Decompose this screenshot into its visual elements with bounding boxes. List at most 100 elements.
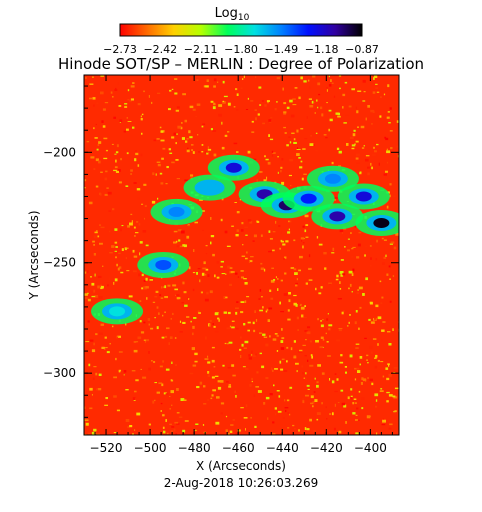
heatmap-speckle xyxy=(99,296,103,299)
heatmap-speckle xyxy=(98,160,101,164)
heatmap-speckle xyxy=(354,367,357,370)
heatmap-speckle xyxy=(184,179,189,182)
heatmap-speckle xyxy=(349,354,353,358)
heatmap-speckle xyxy=(261,100,264,102)
heatmap-speckle xyxy=(277,278,279,280)
heatmap-speckle xyxy=(201,125,204,128)
heatmap-speckle xyxy=(280,239,283,242)
heatmap-speckle xyxy=(220,412,223,415)
heatmap-speckle xyxy=(326,418,328,420)
heatmap-speckle xyxy=(140,118,143,121)
heatmap-speckle xyxy=(170,390,174,394)
heatmap-speckle xyxy=(157,163,161,167)
heatmap-speckle xyxy=(118,252,121,254)
heatmap-speckle xyxy=(202,267,207,270)
heatmap-speckle xyxy=(227,433,230,435)
heatmap-speckle xyxy=(156,326,159,330)
heatmap-speckle xyxy=(195,116,197,118)
heatmap-speckle xyxy=(315,340,319,343)
heatmap-speckle xyxy=(201,151,204,153)
colorbar-label-sub: 10 xyxy=(238,13,250,23)
heatmap-speckle xyxy=(289,99,293,103)
heatmap-speckle xyxy=(114,241,118,244)
heatmap-speckle xyxy=(129,222,133,226)
heatmap-speckle xyxy=(182,429,186,433)
heatmap-speckle xyxy=(371,351,373,354)
heatmap-speckle xyxy=(125,185,129,187)
heatmap-speckle xyxy=(154,317,156,319)
heatmap-speckle xyxy=(186,316,190,318)
heatmap-speckle xyxy=(126,128,129,131)
heatmap-speckle xyxy=(389,107,392,110)
heatmap-speckle xyxy=(151,101,153,104)
feature-core xyxy=(355,191,372,202)
heatmap-speckle xyxy=(111,143,114,145)
heatmap-speckle xyxy=(134,429,136,431)
heatmap-speckle xyxy=(181,302,184,304)
heatmap-speckle xyxy=(252,240,255,242)
heatmap-speckle xyxy=(382,262,385,265)
heatmap-speckle xyxy=(390,147,393,150)
heatmap-speckle xyxy=(281,337,285,340)
colorbar-tick-label: −1.80 xyxy=(224,43,258,56)
heatmap-speckle xyxy=(357,126,359,128)
heatmap-speckle xyxy=(227,343,229,345)
heatmap-speckle xyxy=(203,385,206,388)
heatmap-speckle xyxy=(316,384,319,388)
heatmap-speckle xyxy=(204,358,209,360)
heatmap-speckle xyxy=(160,402,163,405)
heatmap-speckle xyxy=(242,244,244,246)
heatmap-speckle xyxy=(224,134,228,137)
heatmap-speckle xyxy=(141,203,144,205)
heatmap-speckle xyxy=(319,346,323,349)
heatmap-speckle xyxy=(148,351,150,354)
heatmap-speckle xyxy=(225,273,227,275)
heatmap-speckle xyxy=(372,91,376,94)
heatmap-speckle xyxy=(365,158,369,162)
heatmap-speckle xyxy=(189,372,194,375)
heatmap-speckle xyxy=(118,370,121,373)
heatmap-speckle xyxy=(137,336,142,340)
heatmap-speckle xyxy=(259,309,263,312)
heatmap-speckle xyxy=(274,108,277,111)
heatmap-speckle xyxy=(358,390,361,393)
heatmap-speckle xyxy=(236,229,239,232)
heatmap-speckle xyxy=(168,108,171,111)
heatmap-speckle xyxy=(169,423,172,425)
heatmap-speckle xyxy=(217,380,222,383)
heatmap-speckle xyxy=(116,263,118,267)
heatmap-speckle xyxy=(396,145,399,148)
heatmap-speckle xyxy=(138,273,142,277)
heatmap-speckle xyxy=(227,311,231,315)
heatmap-speckle xyxy=(255,319,258,322)
heatmap-speckle xyxy=(127,121,132,122)
heatmap-speckle xyxy=(309,364,314,367)
heatmap-speckle xyxy=(338,329,342,332)
heatmap-speckle xyxy=(351,248,354,250)
heatmap-speckle xyxy=(320,324,324,328)
heatmap-speckle xyxy=(228,385,232,388)
heatmap-speckle xyxy=(349,314,351,316)
heatmap-speckle xyxy=(247,329,250,332)
heatmap-speckle xyxy=(205,268,209,271)
heatmap-speckle xyxy=(264,335,267,337)
heatmap-speckle xyxy=(355,419,358,421)
heatmap-speckle xyxy=(386,116,390,119)
heatmap-speckle xyxy=(221,121,223,125)
heatmap-speckle xyxy=(136,188,141,191)
heatmap-speckle xyxy=(296,153,300,156)
heatmap-speckle xyxy=(281,358,285,360)
heatmap-speckle xyxy=(320,320,322,322)
heatmap-speckle xyxy=(272,231,276,233)
heatmap-speckle xyxy=(124,105,128,108)
heatmap-speckle xyxy=(206,152,209,155)
heatmap-speckle xyxy=(92,377,95,380)
heatmap-speckle xyxy=(342,106,344,109)
heatmap-speckle xyxy=(246,251,248,254)
heatmap-speckle xyxy=(204,151,207,154)
heatmap-speckle xyxy=(223,296,226,299)
heatmap-speckle xyxy=(236,93,239,96)
heatmap-speckle xyxy=(360,125,365,129)
heatmap-speckle xyxy=(107,191,112,195)
heatmap-speckle xyxy=(156,161,161,163)
